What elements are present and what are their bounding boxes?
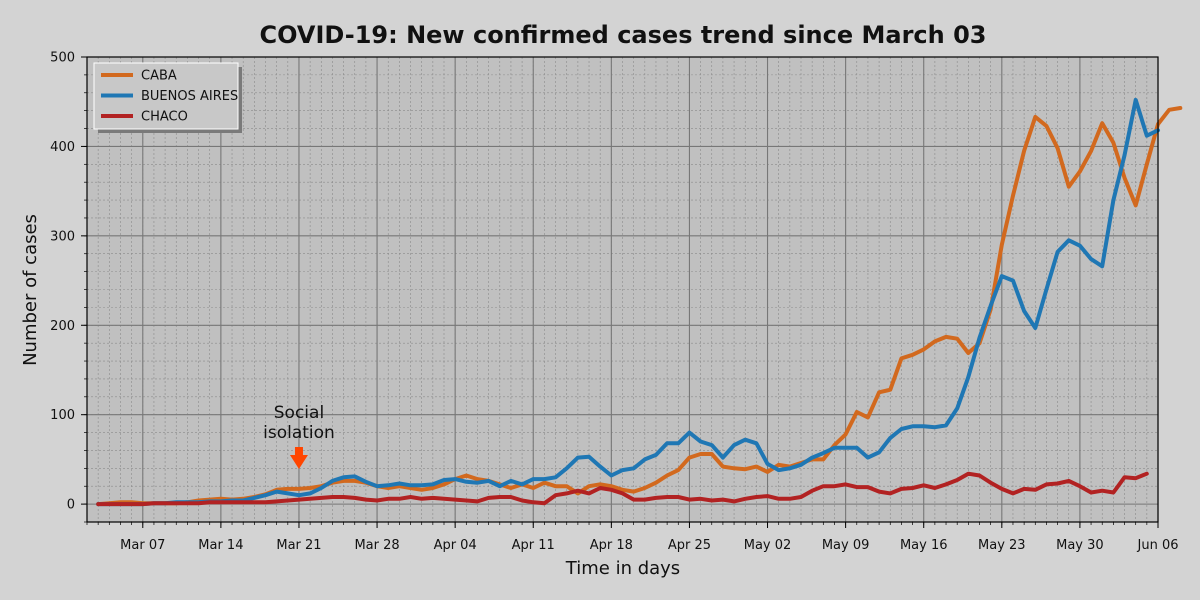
x-tick-label: Mar 07 bbox=[120, 538, 165, 553]
x-tick-label: Apr 25 bbox=[668, 538, 711, 553]
y-axis: 0 100 200 300 400 500 bbox=[50, 51, 87, 523]
y-tick-label: 0 bbox=[67, 498, 75, 513]
x-axis-label: Time in days bbox=[565, 558, 680, 579]
x-tick-label: May 16 bbox=[900, 538, 948, 553]
series-line-caba bbox=[96, 106, 1183, 507]
y-tick-label: 200 bbox=[50, 319, 75, 334]
x-tick-label: Jun 06 bbox=[1137, 538, 1179, 553]
x-tick-label: Apr 11 bbox=[512, 538, 555, 553]
annotation-text: Social bbox=[274, 403, 324, 423]
series-line-buenos-aires bbox=[96, 97, 1160, 507]
y-axis-label: Number of cases bbox=[20, 214, 41, 366]
legend: CABA BUENOS AIRES CHACO bbox=[93, 62, 242, 133]
chart-title: COVID-19: New confirmed cases trend sinc… bbox=[260, 21, 987, 49]
series-layer bbox=[96, 97, 1183, 507]
series-line-chaco bbox=[96, 471, 1149, 507]
x-tick-label: Mar 28 bbox=[354, 538, 399, 553]
y-tick-label: 100 bbox=[50, 408, 75, 423]
x-tick-label: Mar 21 bbox=[276, 538, 321, 553]
y-tick-label: 500 bbox=[50, 51, 75, 66]
legend-label: CABA bbox=[141, 69, 177, 84]
legend-label: BUENOS AIRES bbox=[141, 89, 238, 104]
x-axis: Mar 07 Mar 14 Mar 21 Mar 28 Apr 04 Apr 11 Apr … bbox=[86, 522, 1179, 553]
x-tick-label: May 02 bbox=[744, 538, 792, 553]
x-tick-label: May 09 bbox=[822, 538, 870, 553]
y-tick-label: 300 bbox=[50, 229, 75, 244]
x-tick-label: Apr 04 bbox=[434, 538, 477, 553]
annotation-text: isolation bbox=[263, 423, 335, 443]
x-tick-label: May 23 bbox=[978, 538, 1026, 553]
x-tick-label: Apr 18 bbox=[590, 538, 633, 553]
annotation-arrow bbox=[289, 447, 308, 469]
x-tick-label: Mar 14 bbox=[198, 538, 243, 553]
x-tick-label: May 30 bbox=[1056, 538, 1104, 553]
y-tick-label: 400 bbox=[50, 140, 75, 155]
legend-label: CHACO bbox=[141, 110, 188, 125]
